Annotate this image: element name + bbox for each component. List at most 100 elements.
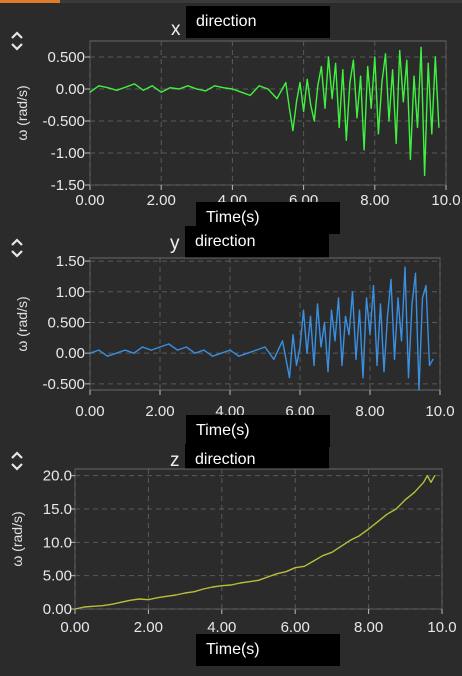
z-direction-plot: 0.00 2.00 4.00 6.00 8.00 10.0 20.0 15.0 10.0 5.00… [9, 468, 457, 636]
data-point [358, 535, 360, 537]
data-point [98, 349, 100, 351]
data-point [248, 581, 250, 583]
y-tick-label: 5.00 [43, 568, 72, 585]
series-line [89, 266, 434, 391]
x-direction-plot: 0.00 2.00 4.00 6.00 8.00 10.00.5000.00-0.500-… [14, 40, 461, 209]
data-point [342, 69, 344, 71]
data-point [355, 358, 357, 360]
y-axis-label: ω (rad/s) [14, 296, 30, 351]
data-point [294, 567, 296, 569]
data-point [425, 285, 427, 287]
data-point [74, 608, 76, 610]
data-point [220, 352, 222, 354]
data-point [404, 499, 406, 501]
data-point [138, 598, 140, 600]
data-point [107, 87, 109, 89]
y-tick-label: -0.500 [42, 113, 85, 130]
data-point [421, 297, 424, 299]
data-point [413, 75, 415, 77]
data-point [106, 355, 109, 357]
data-point [411, 303, 413, 305]
data-point [416, 126, 419, 128]
y-tick-label: -1.50 [51, 177, 85, 194]
data-point [399, 50, 401, 52]
data-point [175, 594, 177, 596]
data-point [302, 309, 305, 311]
data-point [406, 59, 408, 61]
data-point [388, 120, 390, 122]
data-point [426, 475, 428, 477]
reorder-updown-icon[interactable] [10, 450, 24, 472]
x-direction-chart-panel: x direction 0.00 2.00 4.00 6.00 8.00 10.0 0.50… [0, 5, 462, 234]
data-point [221, 585, 223, 587]
data-point [303, 110, 305, 112]
data-point [285, 358, 287, 360]
x-tick-label: 2.00 [134, 619, 163, 636]
data-point [360, 75, 362, 77]
data-point [249, 94, 251, 96]
x-tick-label: 0.00 [75, 403, 104, 420]
y-tick-label: 1.50 [56, 253, 85, 270]
data-point [239, 582, 241, 584]
data-point [320, 66, 322, 68]
data-point [111, 603, 113, 605]
data-point [89, 91, 91, 93]
data-point [124, 349, 126, 351]
data-point [176, 349, 179, 351]
data-point [392, 69, 394, 71]
data-point [431, 133, 433, 135]
data-point [276, 98, 278, 100]
data-point [427, 62, 429, 64]
data-point [338, 126, 340, 128]
data-point [222, 87, 225, 89]
data-point [194, 352, 196, 354]
data-point [400, 340, 403, 342]
x-tick-label: 8.00 [360, 192, 389, 209]
data-point [292, 130, 294, 132]
data-point [273, 358, 275, 360]
data-point [313, 560, 315, 562]
data-point [230, 584, 232, 586]
data-point [187, 85, 189, 87]
data-point [348, 334, 350, 336]
z-direction-chart-panel: z direction 0.00 2.00 4.00 6.00 8.00 10.0 20.0… [0, 444, 462, 669]
data-point [330, 309, 333, 311]
data-point [397, 297, 399, 299]
data-point [285, 571, 287, 573]
data-point [157, 597, 159, 599]
data-point [211, 355, 214, 357]
chart-title: direction [186, 6, 330, 38]
reorder-updown-icon[interactable] [10, 237, 24, 259]
data-point [115, 352, 117, 354]
data-point [142, 89, 144, 91]
reorder-updown-icon[interactable] [10, 30, 24, 52]
data-point [98, 85, 100, 87]
data-point [295, 101, 298, 103]
data-point [133, 352, 135, 354]
data-point [246, 352, 249, 354]
data-point [390, 278, 392, 281]
data-point [193, 591, 195, 593]
data-point [349, 539, 351, 541]
data-point [267, 88, 269, 90]
x-tick-label: 2.00 [145, 403, 174, 420]
data-point [240, 91, 242, 93]
data-point [125, 86, 127, 88]
data-point [393, 358, 396, 360]
data-point [184, 592, 186, 594]
x-tick-label: 10.0 [431, 192, 460, 209]
data-point [407, 377, 410, 379]
data-point [423, 481, 425, 483]
data-point [327, 371, 329, 373]
data-point [258, 85, 260, 87]
x-tick-label: 0.00 [60, 619, 89, 636]
x-tick-label: 6.00 [281, 619, 310, 636]
data-point [337, 297, 340, 299]
data-point [299, 346, 301, 348]
data-point [92, 605, 94, 607]
data-point [264, 346, 266, 348]
data-point [285, 82, 287, 84]
data-point [322, 555, 324, 557]
data-point [376, 364, 378, 366]
data-point [203, 349, 205, 351]
